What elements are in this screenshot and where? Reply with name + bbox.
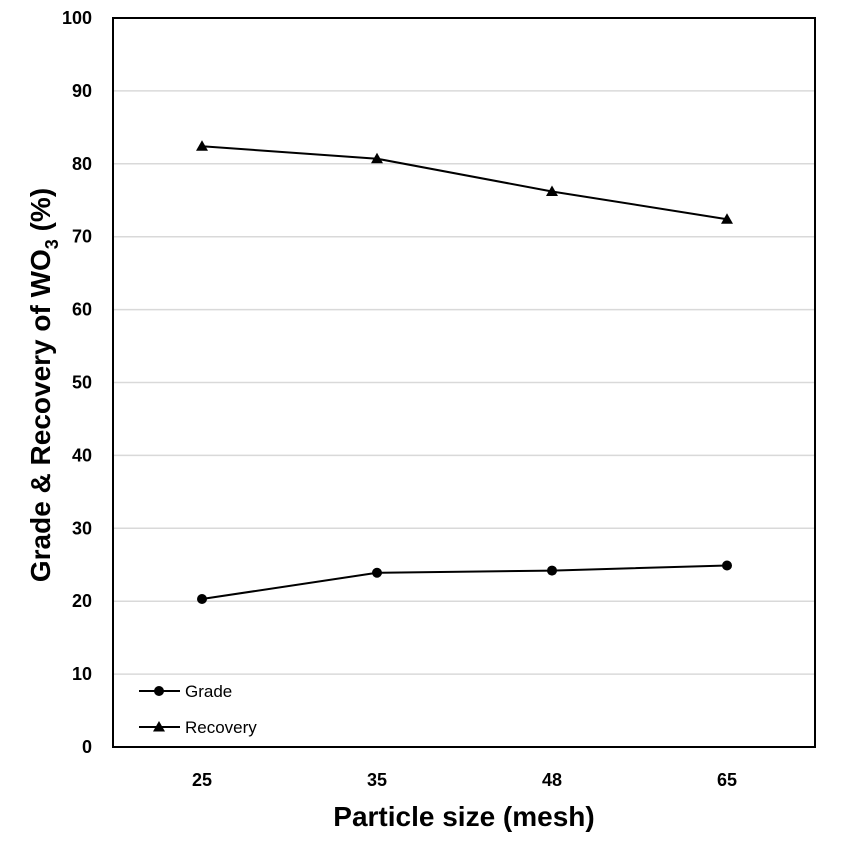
x-tick-label: 35	[367, 770, 387, 790]
y-tick-label: 80	[72, 154, 92, 174]
x-axis-title: Particle size (mesh)	[333, 801, 594, 832]
series-line-grade	[201, 564, 728, 601]
data-point-grade	[197, 594, 207, 605]
data-point-recovery	[546, 185, 558, 197]
y-tick-label: 60	[72, 300, 92, 320]
y-axis-title: Grade & Recovery of WO3 (%)	[25, 188, 62, 582]
series-recovery	[196, 140, 733, 224]
y-axis-ticks: 0 10 20 30 40 50 60 70 80 90 100	[62, 8, 92, 757]
data-point-grade	[547, 565, 557, 576]
series-group	[196, 140, 733, 605]
y-tick-label: 0	[82, 737, 92, 757]
y-tick-label: 40	[72, 445, 92, 465]
legend-item-grade: Grade	[139, 682, 232, 701]
legend-marker-triangle	[153, 721, 165, 732]
y-tick-label: 70	[72, 227, 92, 247]
y-tick-label: 20	[72, 591, 92, 611]
series-line-recovery	[201, 145, 728, 221]
legend-label: Recovery	[185, 718, 257, 737]
x-axis-ticks: 25 35 48 65	[192, 770, 737, 790]
y-tick-label: 10	[72, 664, 92, 684]
y-tick-label: 100	[62, 8, 92, 28]
plot-frame	[112, 17, 816, 748]
y-tick-label: 90	[72, 81, 92, 101]
legend: Grade Recovery	[139, 682, 257, 737]
y-tick-label: 30	[72, 518, 92, 538]
data-point-recovery	[371, 152, 383, 164]
legend-label: Grade	[185, 682, 232, 701]
data-point-recovery	[196, 140, 208, 151]
x-tick-label: 25	[192, 770, 212, 790]
series-grade	[197, 560, 732, 605]
data-point-recovery	[721, 213, 733, 224]
x-tick-label: 65	[717, 770, 737, 790]
data-point-grade	[372, 567, 382, 578]
legend-marker-circle	[154, 686, 164, 696]
y-tick-label: 50	[72, 373, 92, 393]
x-tick-label: 48	[542, 770, 562, 790]
legend-item-recovery: Recovery	[139, 718, 257, 737]
data-point-grade	[722, 560, 732, 571]
gridlines	[113, 90, 815, 675]
